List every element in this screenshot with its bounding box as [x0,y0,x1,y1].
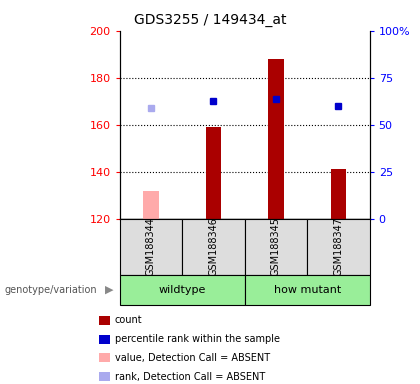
Bar [99,316,110,325]
Bar [143,191,159,219]
Bar [268,59,284,219]
Bar [99,334,110,344]
Text: GSM188344: GSM188344 [146,217,156,276]
Text: genotype/variation: genotype/variation [4,285,97,295]
Text: GSM188346: GSM188346 [208,217,218,276]
Text: wildtype: wildtype [158,285,206,295]
Bar [206,127,221,219]
Bar [120,219,182,275]
Bar [244,275,370,305]
Text: count: count [115,315,142,325]
Text: ▶: ▶ [105,285,113,295]
Text: percentile rank within the sample: percentile rank within the sample [115,334,280,344]
Bar [99,353,110,362]
Bar [307,219,370,275]
Text: how mutant: how mutant [273,285,341,295]
Text: GSM188347: GSM188347 [333,217,344,276]
Text: GSM188345: GSM188345 [271,217,281,276]
Bar [331,169,346,219]
Bar [182,219,244,275]
Text: rank, Detection Call = ABSENT: rank, Detection Call = ABSENT [115,371,265,382]
Text: value, Detection Call = ABSENT: value, Detection Call = ABSENT [115,353,270,363]
Bar [99,372,110,381]
Text: GDS3255 / 149434_at: GDS3255 / 149434_at [134,13,286,27]
Bar [120,275,244,305]
Bar [244,219,307,275]
